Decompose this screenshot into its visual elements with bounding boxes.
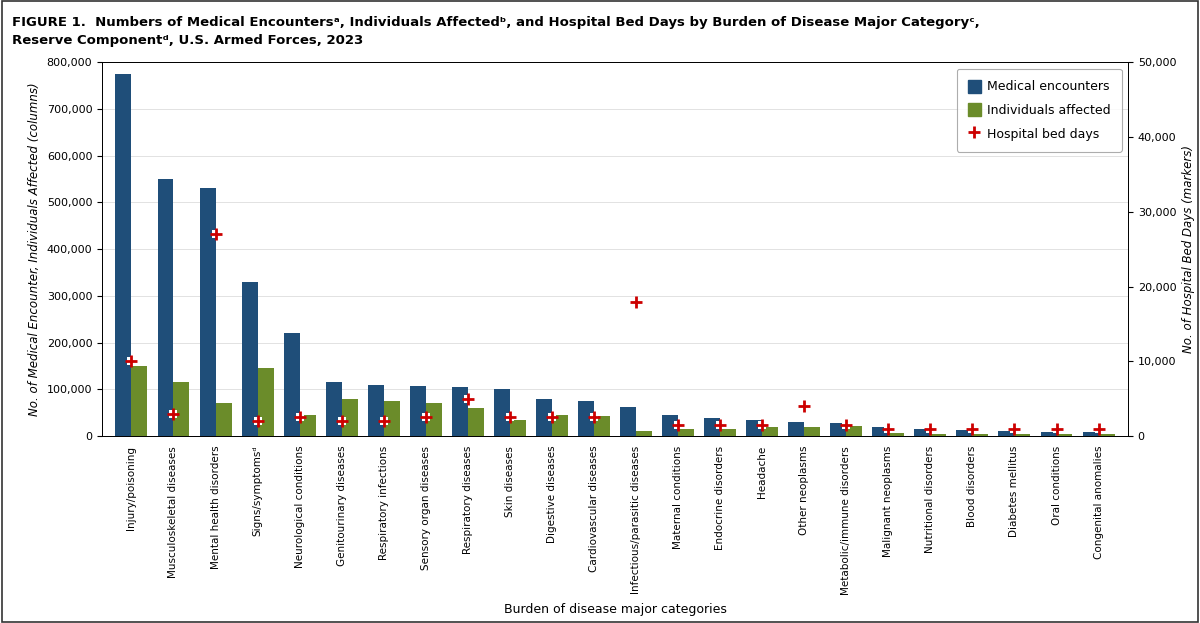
Bar — [956, 430, 972, 436]
Bar — [241, 282, 258, 436]
Bar — [762, 427, 778, 436]
Text: Reserve Componentᵈ, U.S. Armed Forces, 2023: Reserve Componentᵈ, U.S. Armed Forces, 2… — [12, 34, 364, 47]
Bar — [300, 415, 316, 436]
Bar — [325, 383, 342, 436]
Bar — [662, 415, 678, 436]
Bar — [258, 368, 274, 436]
Bar — [1056, 434, 1073, 436]
Bar — [972, 434, 989, 436]
Bar — [426, 404, 442, 436]
Bar — [998, 431, 1014, 436]
Bar — [342, 399, 358, 436]
Bar — [930, 434, 947, 436]
Bar — [132, 366, 148, 436]
Bar — [367, 384, 384, 436]
Bar — [410, 386, 426, 436]
Bar — [283, 333, 300, 436]
Bar — [199, 188, 216, 436]
Text: FIGURE 1.  Numbers of Medical Encountersᵃ, Individuals Affectedᵇ, and Hospital B: FIGURE 1. Numbers of Medical Encountersᵃ… — [12, 16, 979, 29]
Y-axis label: No. of Hospital Bed Days (markers): No. of Hospital Bed Days (markers) — [1182, 145, 1195, 353]
Bar — [115, 74, 132, 436]
Bar — [636, 431, 652, 436]
Bar — [1014, 434, 1031, 436]
Bar — [552, 415, 568, 436]
Bar — [888, 433, 905, 436]
Bar — [720, 429, 736, 436]
Bar — [846, 426, 863, 436]
Bar — [452, 387, 468, 436]
Bar — [384, 401, 400, 436]
Bar — [578, 401, 594, 436]
Bar — [804, 427, 821, 436]
Bar — [1082, 432, 1098, 436]
Bar — [468, 408, 484, 436]
Bar — [872, 427, 888, 436]
Bar — [536, 399, 552, 436]
X-axis label: Burden of disease major categories: Burden of disease major categories — [504, 603, 726, 616]
Bar — [157, 179, 174, 436]
Bar — [746, 420, 762, 436]
Bar — [678, 429, 694, 436]
Bar — [510, 420, 526, 436]
Bar — [594, 416, 610, 436]
Legend: Medical encounters, Individuals affected, Hospital bed days: Medical encounters, Individuals affected… — [956, 69, 1122, 152]
Bar — [494, 389, 510, 436]
Bar — [620, 407, 636, 436]
Bar — [1098, 434, 1115, 436]
Bar — [788, 422, 804, 436]
Bar — [704, 419, 720, 436]
Bar — [216, 404, 232, 436]
Bar — [174, 383, 190, 436]
Bar — [1040, 432, 1056, 436]
Bar — [914, 429, 930, 436]
Y-axis label: No. of Medical Encounter, Individuals Affected (columns): No. of Medical Encounter, Individuals Af… — [28, 82, 41, 416]
Bar — [830, 423, 846, 436]
